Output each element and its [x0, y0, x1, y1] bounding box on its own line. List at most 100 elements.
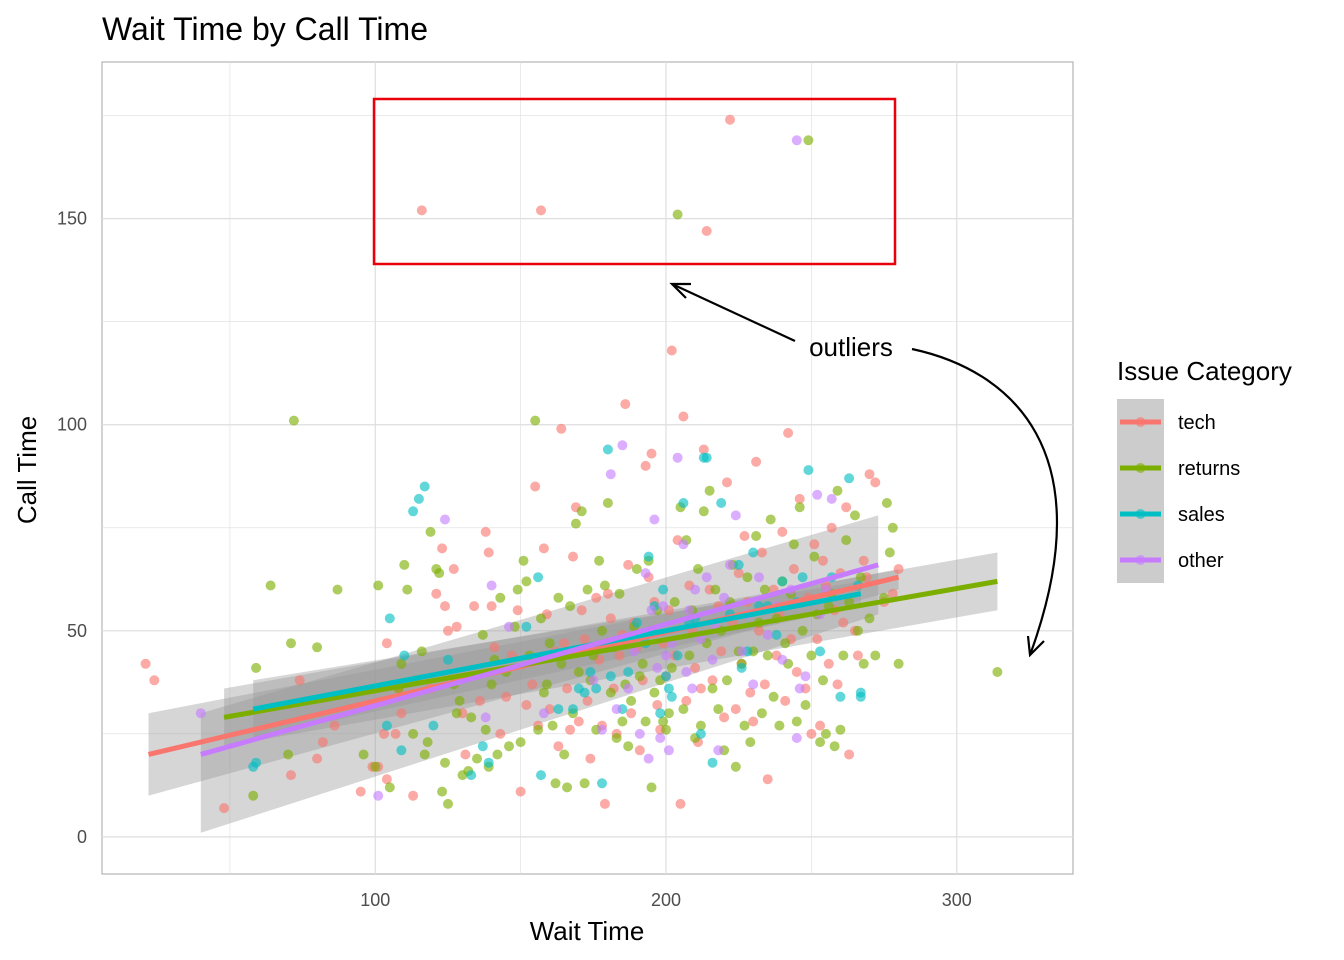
point-returns	[541, 679, 552, 690]
point-tech	[149, 675, 160, 686]
annotation-label: outliers	[809, 332, 893, 362]
point-sales	[661, 671, 671, 682]
point-sales	[384, 613, 395, 624]
point-tech	[530, 481, 541, 492]
point-returns	[756, 708, 767, 719]
point-sales	[408, 506, 419, 517]
legend-point-tech	[1135, 417, 1146, 427]
point-tech	[893, 564, 904, 574]
point-tech	[666, 345, 677, 356]
point-returns	[486, 679, 497, 690]
point-tech	[605, 613, 616, 624]
point-returns	[893, 658, 904, 669]
point-other	[486, 580, 497, 591]
point-sales	[777, 576, 788, 587]
point-tech	[565, 724, 576, 735]
point-other	[640, 568, 651, 579]
point-returns	[579, 778, 590, 789]
point-returns	[797, 625, 808, 636]
point-tech	[416, 205, 427, 216]
point-returns	[623, 741, 634, 752]
point-returns	[637, 658, 648, 669]
point-tech	[576, 605, 587, 616]
point-other	[195, 708, 206, 719]
point-tech	[140, 658, 151, 669]
point-tech	[794, 493, 805, 504]
point-other	[504, 621, 514, 632]
point-other	[634, 728, 645, 739]
point-returns	[570, 518, 581, 529]
point-tech	[719, 712, 730, 723]
point-returns	[704, 485, 715, 496]
point-tech	[396, 708, 407, 719]
point-tech	[527, 679, 538, 690]
point-returns	[544, 638, 555, 649]
point-tech	[806, 728, 817, 739]
point-sales	[736, 662, 747, 673]
point-tech	[381, 774, 392, 785]
point-tech	[486, 601, 497, 612]
point-returns	[634, 671, 645, 682]
point-tech	[495, 728, 506, 739]
point-returns	[661, 724, 671, 735]
point-tech	[634, 745, 645, 756]
point-returns	[480, 724, 491, 735]
point-returns	[605, 687, 616, 698]
point-returns	[416, 646, 427, 657]
point-sales	[716, 498, 727, 508]
point-tech	[759, 679, 770, 690]
point-tech	[379, 728, 389, 739]
point-tech	[777, 526, 788, 537]
point-returns	[663, 708, 674, 719]
trend-line-other	[200, 562, 879, 757]
point-tech	[730, 704, 741, 715]
point-returns	[288, 415, 299, 426]
point-sales	[579, 687, 590, 698]
point-returns	[547, 720, 558, 731]
point-tech	[381, 638, 392, 649]
point-returns	[599, 580, 610, 591]
point-returns	[312, 642, 323, 653]
point-tech	[852, 650, 863, 661]
point-other	[672, 452, 683, 463]
point-returns	[594, 555, 605, 566]
point-sales	[477, 741, 488, 752]
point-returns	[358, 749, 369, 760]
point-returns	[562, 782, 573, 793]
legend-label-returns: returns	[1178, 458, 1240, 480]
point-tech	[521, 700, 532, 710]
point-sales	[623, 667, 634, 677]
point-tech	[582, 695, 593, 706]
point-other	[655, 733, 666, 743]
legend-label-tech: tech	[1178, 412, 1216, 434]
point-tech	[725, 114, 735, 125]
point-returns	[466, 712, 477, 723]
point-returns	[518, 555, 529, 566]
point-tech	[640, 460, 651, 471]
point-tech	[602, 588, 613, 599]
point-returns	[815, 737, 826, 748]
point-returns	[626, 695, 637, 706]
arrow-to-point	[911, 347, 1058, 656]
point-tech	[701, 226, 712, 236]
point-returns	[751, 531, 762, 541]
point-tech	[690, 662, 701, 673]
point-tech	[809, 539, 820, 550]
point-returns	[454, 695, 465, 706]
point-tech	[562, 683, 573, 694]
point-other	[719, 592, 730, 603]
point-sales	[419, 481, 430, 492]
point-sales	[701, 452, 712, 463]
point-tech	[480, 526, 491, 537]
point-returns	[472, 753, 482, 764]
trend-line-returns	[223, 578, 998, 720]
point-returns	[408, 728, 419, 739]
point-other	[588, 675, 599, 686]
point-sales	[733, 559, 744, 570]
point-tech	[585, 753, 596, 764]
point-sales	[695, 728, 706, 739]
point-tech	[501, 691, 512, 702]
point-returns	[515, 737, 526, 748]
point-tech	[536, 205, 546, 216]
point-returns	[611, 733, 622, 743]
